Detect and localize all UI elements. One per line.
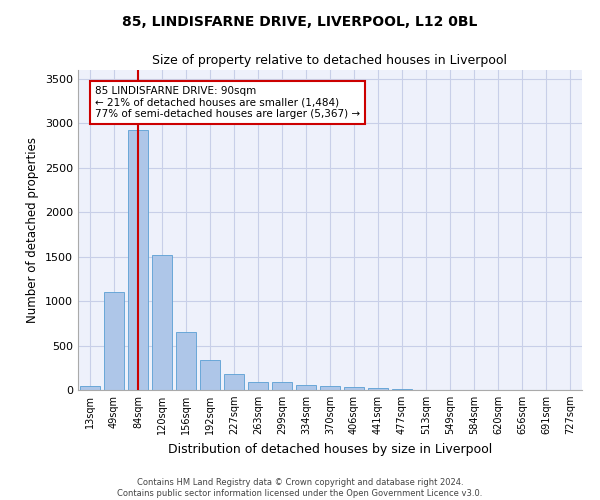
Bar [272,382,292,390]
Bar [224,374,244,390]
Text: Contains HM Land Registry data © Crown copyright and database right 2024.
Contai: Contains HM Land Registry data © Crown c… [118,478,482,498]
Bar [128,130,148,390]
Bar [368,388,388,390]
Text: 85 LINDISFARNE DRIVE: 90sqm
← 21% of detached houses are smaller (1,484)
77% of : 85 LINDISFARNE DRIVE: 90sqm ← 21% of det… [95,86,360,119]
Bar [104,292,124,390]
Bar [344,388,364,390]
Bar [296,385,316,390]
Bar [200,360,220,390]
Y-axis label: Number of detached properties: Number of detached properties [26,137,40,323]
Title: Size of property relative to detached houses in Liverpool: Size of property relative to detached ho… [152,54,508,68]
Bar [176,332,196,390]
Bar [248,382,268,390]
Bar [80,386,100,390]
Bar [392,389,412,390]
Text: 85, LINDISFARNE DRIVE, LIVERPOOL, L12 0BL: 85, LINDISFARNE DRIVE, LIVERPOOL, L12 0B… [122,15,478,29]
Bar [320,386,340,390]
Bar [152,255,172,390]
X-axis label: Distribution of detached houses by size in Liverpool: Distribution of detached houses by size … [168,442,492,456]
